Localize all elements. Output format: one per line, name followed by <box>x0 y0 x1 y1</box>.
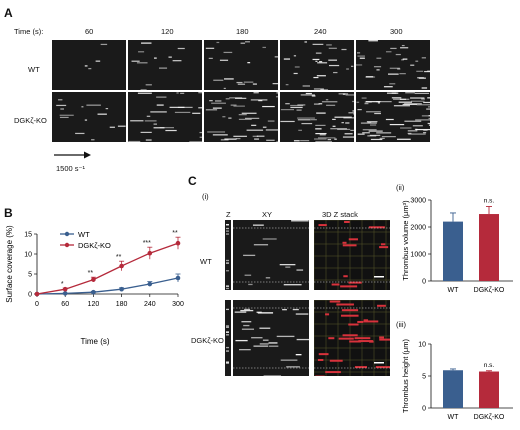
chart-b-ytick-label: 5 <box>28 272 32 279</box>
bar-0 <box>443 221 463 281</box>
micrograph-a-0-3 <box>280 40 354 90</box>
chart-b-xtick-label: 120 <box>88 301 100 308</box>
micrograph-c-z-0 <box>225 220 231 290</box>
bar-ytick-label: 0 <box>422 406 426 413</box>
bar-1 <box>479 371 499 408</box>
row-label-wt: WT <box>28 65 40 74</box>
micrograph-a-1-3 <box>280 92 354 142</box>
surface-coverage-chart: Surface coverage (%) Time (s) WT DGKζ-KO… <box>5 225 184 346</box>
bar-category-label: WT <box>448 287 460 294</box>
legend-ko-label: DGKζ-KO <box>78 241 111 250</box>
data-point-1 <box>147 250 153 256</box>
shear-rate-label: 1500 s⁻¹ <box>56 164 85 173</box>
data-point-0 <box>175 275 181 281</box>
bar-ytick-label: 0 <box>422 279 426 286</box>
panel-c-letter: C <box>188 174 197 188</box>
micrograph-a-1-1 <box>128 92 202 142</box>
bar-ytick-label: 10 <box>418 342 426 349</box>
legend-wt-label: WT <box>78 230 90 239</box>
significance-mark: *** <box>143 240 151 247</box>
micrograph-c-3d-1 <box>314 300 390 376</box>
bar-ylabel: Thrombus height (μm) <box>401 339 410 413</box>
significance-mark: ** <box>116 254 122 261</box>
panel-b-letter: B <box>4 206 13 220</box>
time-180: 180 <box>236 27 249 36</box>
micrograph-a-0-2 <box>204 40 278 90</box>
time-120: 120 <box>161 27 174 36</box>
significance-mark: ** <box>172 230 178 237</box>
chart-b-xtick-label: 240 <box>144 301 156 308</box>
micrograph-a-0-0 <box>52 40 126 90</box>
bar-category-label: WT <box>448 414 460 421</box>
data-point-1 <box>175 240 181 246</box>
col-3d-label: 3D Z stack <box>322 210 358 219</box>
panel-c-iii-label: (iii) <box>396 320 406 329</box>
time-300: 300 <box>390 27 403 36</box>
thrombus-height-chart: 0 5 10 Thrombus height (μm) WT DGKζ-KO n.s. <box>401 339 513 421</box>
series-line-1 <box>36 242 179 295</box>
bar-ytick-label: 5 <box>422 374 426 381</box>
micrograph-c-xy-1 <box>233 300 309 376</box>
data-point-1 <box>91 277 96 282</box>
panel-a-letter: A <box>4 6 13 20</box>
chart-b-legend: WT DGKζ-KO <box>60 230 111 250</box>
time-60: 60 <box>85 27 94 36</box>
chart-b-ytick-label: 0 <box>28 292 32 299</box>
micrograph-c-3d-0 <box>314 220 390 290</box>
bar-ylabel: Thrombus volume (μm³) <box>401 200 410 281</box>
chart-b-xtick-label: 300 <box>172 301 184 308</box>
micrograph-a-0-1 <box>128 40 202 90</box>
row-label-ko: DGKζ-KO <box>14 116 47 125</box>
micrograph-a-1-4 <box>356 92 430 142</box>
micrograph-c-z-1 <box>225 300 231 376</box>
ns-mark: n.s. <box>484 197 495 204</box>
data-point-0 <box>62 291 68 296</box>
chart-b-xtick-label: 60 <box>61 301 69 308</box>
bar-category-label: DGKζ-KO <box>474 287 505 294</box>
chart-b-xtick-label: 180 <box>116 301 128 308</box>
data-point-0 <box>91 289 96 295</box>
chart-b-ytick-label: 15 <box>24 232 32 239</box>
col-xy-label: XY <box>262 210 273 219</box>
flow-arrow-icon <box>54 151 91 159</box>
data-point-1 <box>62 286 68 292</box>
time-240: 240 <box>314 27 327 36</box>
bar-category-label: DGKζ-KO <box>474 414 505 421</box>
col-z-label: Z <box>226 210 231 219</box>
chart-b-xlabel: Time (s) <box>80 337 109 346</box>
micrograph-a-0-4 <box>356 40 430 90</box>
chart-b-xtick-label: 0 <box>35 301 39 308</box>
micrograph-a-1-0 <box>52 92 126 142</box>
significance-mark: * <box>61 281 64 288</box>
ns-mark: n.s. <box>484 362 495 369</box>
panel-c-ii-label: (ii) <box>396 183 405 192</box>
data-point-1 <box>34 291 40 297</box>
bar-ytick-label: 3000 <box>410 198 426 205</box>
significance-mark: ** <box>88 270 94 277</box>
bar-ytick-label: 2000 <box>410 225 426 232</box>
c-row-label-ko: DGKζ-KO <box>191 336 224 345</box>
data-point-0 <box>119 286 124 292</box>
panel-c-i-label: (i) <box>202 192 209 201</box>
micrograph-c-xy-0 <box>233 220 309 290</box>
bar-0 <box>443 370 463 408</box>
data-point-0 <box>147 281 153 287</box>
bar-1 <box>479 214 499 281</box>
time-label: Time (s): <box>14 27 44 36</box>
chart-b-ytick-label: 10 <box>24 252 32 259</box>
bar-ytick-label: 1000 <box>410 252 426 259</box>
series-line-0 <box>36 277 179 295</box>
chart-b-ylabel: Surface coverage (%) <box>5 225 14 303</box>
micrograph-a-1-2 <box>204 92 278 142</box>
c-row-label-wt: WT <box>200 257 212 266</box>
data-point-1 <box>119 263 124 269</box>
